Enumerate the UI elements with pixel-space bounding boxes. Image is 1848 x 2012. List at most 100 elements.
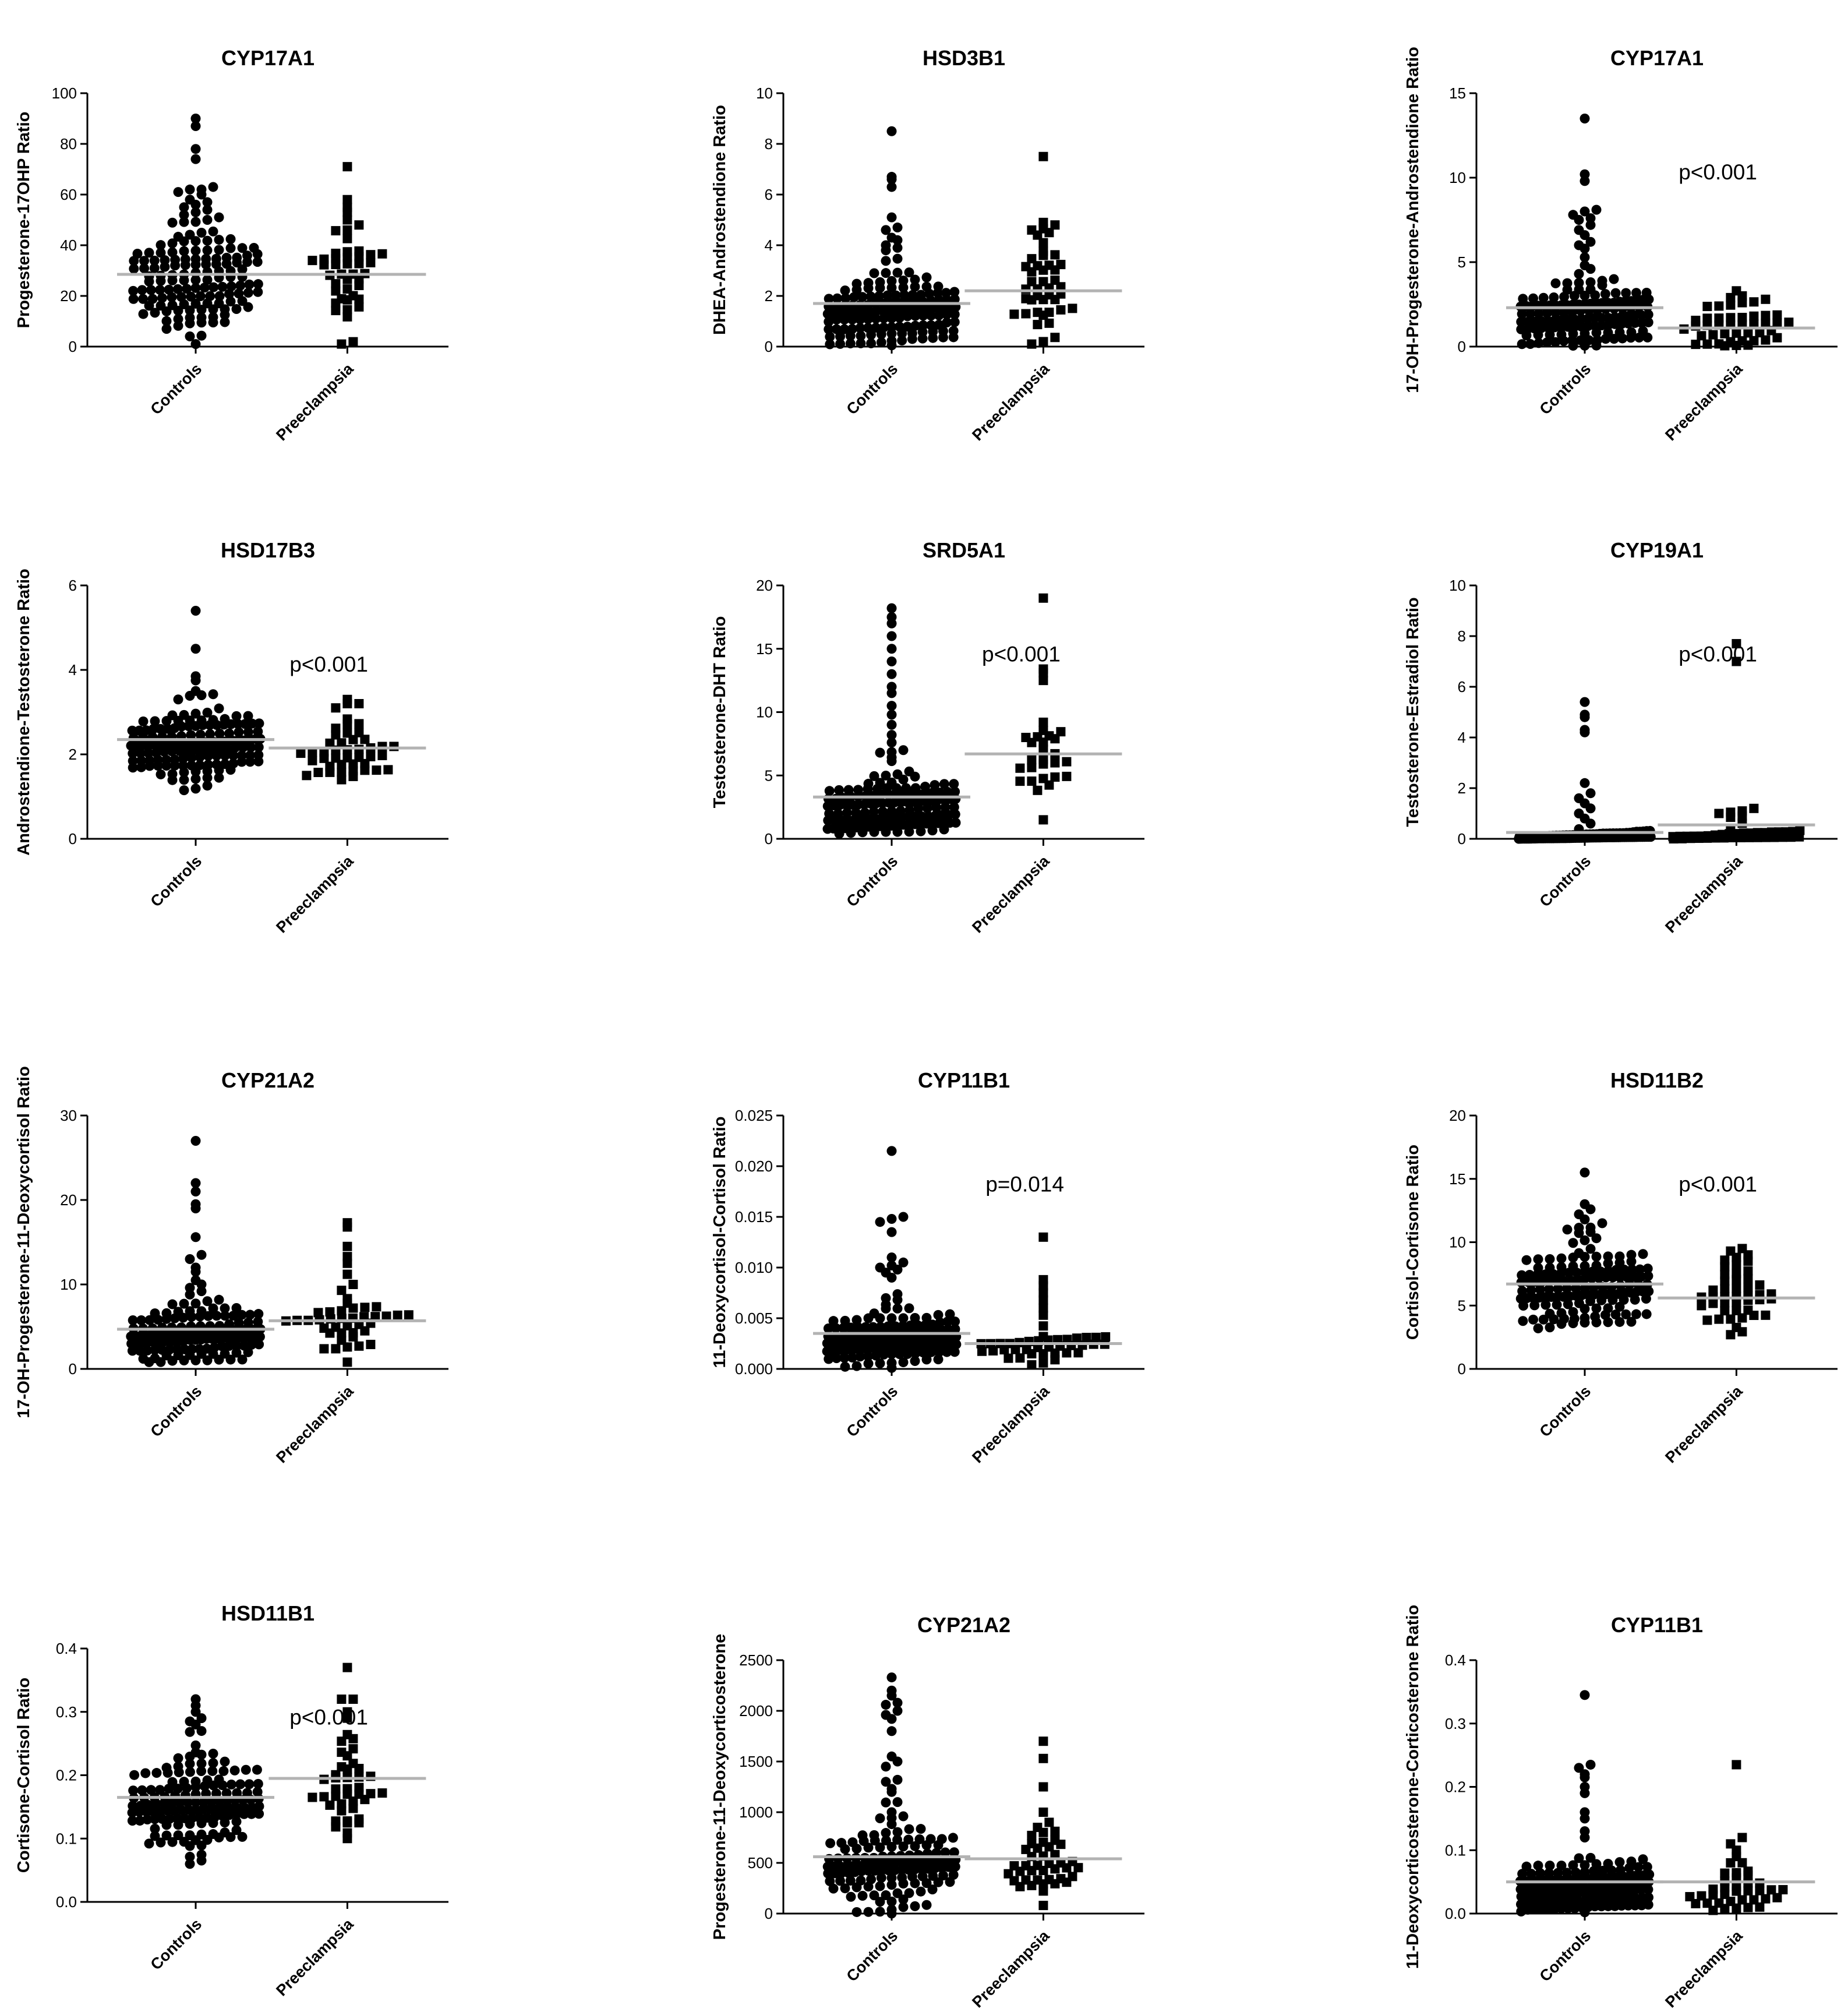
data-point <box>153 761 163 771</box>
data-point <box>173 305 183 316</box>
data-point <box>1056 282 1066 292</box>
data-point <box>1559 307 1569 317</box>
data-point <box>1643 309 1653 320</box>
data-point <box>1603 1251 1613 1262</box>
data-point <box>878 1349 889 1360</box>
data-point <box>940 802 950 813</box>
data-point <box>190 1187 201 1196</box>
data-point <box>1737 1833 1747 1842</box>
y-tick-label: 2 <box>1458 779 1466 797</box>
y-tick-label: 5 <box>1458 1297 1466 1314</box>
data-point <box>1518 1300 1529 1311</box>
data-point <box>1033 1843 1043 1853</box>
data-point <box>1702 833 1712 843</box>
y-tick-label: 80 <box>60 135 77 153</box>
data-point <box>244 279 255 290</box>
data-point <box>240 719 250 729</box>
data-point <box>142 1814 153 1824</box>
data-point <box>1021 284 1031 294</box>
data-point <box>898 1841 909 1852</box>
data-point <box>214 772 224 783</box>
data-point <box>1521 1255 1532 1265</box>
data-point <box>1600 334 1611 344</box>
data-point <box>1056 727 1066 737</box>
data-point <box>161 1830 172 1841</box>
data-point <box>337 1806 347 1816</box>
data-point <box>856 330 866 341</box>
data-point <box>1050 772 1060 782</box>
data-point <box>1743 1283 1753 1293</box>
data-point <box>1027 755 1037 765</box>
x-category-label: Preeclampsia <box>969 852 1053 936</box>
data-point <box>129 1770 140 1780</box>
data-point <box>1580 1888 1590 1898</box>
data-point <box>892 1834 903 1845</box>
data-point <box>1038 1358 1048 1368</box>
data-point <box>1720 1276 1730 1286</box>
y-tick-label: 0.020 <box>735 1157 773 1175</box>
data-point <box>220 317 230 327</box>
data-point <box>898 1894 909 1905</box>
data-point <box>898 745 909 756</box>
data-point <box>892 1756 903 1767</box>
data-point <box>254 1809 264 1819</box>
data-point <box>1525 309 1536 319</box>
data-point <box>342 1222 352 1232</box>
data-point <box>1644 1869 1655 1880</box>
data-point <box>190 207 201 217</box>
data-point <box>1697 1301 1706 1311</box>
data-point <box>243 302 253 312</box>
data-point <box>246 1809 257 1819</box>
data-point <box>1038 717 1048 727</box>
data-point <box>949 287 960 297</box>
data-point <box>886 756 897 767</box>
data-point <box>138 294 149 304</box>
data-point <box>1591 327 1602 338</box>
data-point <box>1737 811 1747 821</box>
data-point <box>354 259 364 269</box>
chart-title: HSD17B3 <box>221 538 315 562</box>
data-point <box>1726 813 1736 823</box>
data-point <box>1552 1300 1562 1310</box>
data-point <box>950 809 960 820</box>
data-point <box>348 771 358 781</box>
data-point <box>214 728 225 739</box>
data-point <box>167 247 178 257</box>
data-point <box>1749 1311 1759 1321</box>
data-point <box>1761 294 1771 304</box>
data-point <box>167 1299 178 1309</box>
data-point <box>167 1798 177 1808</box>
data-point <box>875 1907 885 1917</box>
data-point <box>354 1341 364 1351</box>
data-point <box>331 1784 341 1794</box>
data-point <box>1591 1233 1602 1244</box>
data-point <box>1761 318 1771 328</box>
data-point <box>847 315 857 325</box>
data-point <box>910 1356 920 1367</box>
data-point <box>1743 1256 1753 1266</box>
data-point <box>881 1303 891 1314</box>
data-point <box>185 1841 195 1851</box>
data-point <box>1744 832 1754 842</box>
series-preeclampsia <box>308 162 387 349</box>
data-point <box>1643 1884 1653 1895</box>
data-point <box>1573 1888 1583 1898</box>
data-point <box>214 212 224 223</box>
x-category-label: Preeclampsia <box>273 1915 357 1999</box>
data-point <box>886 644 897 654</box>
data-point <box>1591 340 1602 351</box>
data-point <box>1038 295 1048 305</box>
data-point <box>1642 1862 1652 1872</box>
x-category-label: Controls <box>843 1382 902 1441</box>
y-tick-label: 20 <box>60 287 77 305</box>
data-point <box>910 1841 920 1851</box>
series-preeclampsia <box>1668 639 1805 843</box>
data-point <box>1585 1227 1596 1237</box>
data-point <box>148 1806 158 1817</box>
data-point <box>916 826 926 836</box>
data-point <box>337 767 347 777</box>
data-point <box>881 1828 891 1838</box>
x-category-label: Controls <box>843 852 902 910</box>
data-point <box>404 1310 414 1320</box>
data-point <box>366 1340 376 1350</box>
